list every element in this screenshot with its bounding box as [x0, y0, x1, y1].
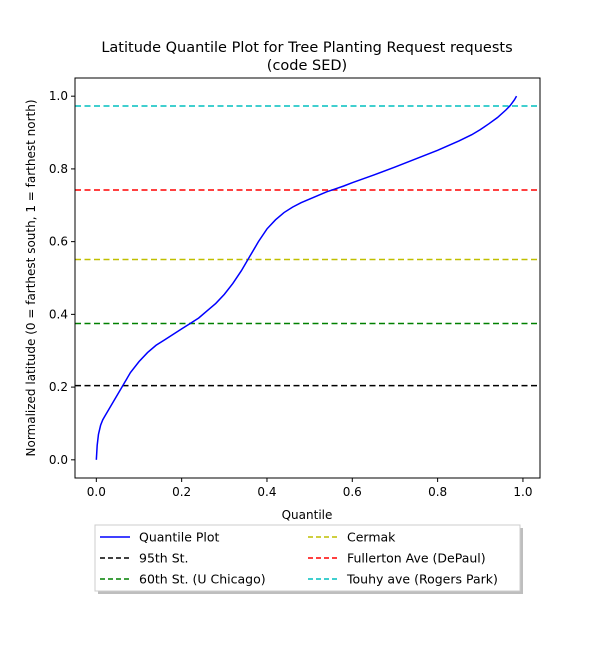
x-tick-label: 0.0: [87, 485, 106, 499]
x-axis-label: Quantile: [282, 508, 333, 522]
y-tick-label: 0.8: [49, 162, 68, 176]
x-tick-label: 0.8: [428, 485, 447, 499]
plot-frame: [74, 77, 541, 479]
chart-subtitle: (code SED): [267, 58, 347, 74]
y-axis: 0.0 0.2 0.4 0.6 0.8 1.0: [49, 89, 75, 467]
y-axis-label: Normalized latitude (0 = farthest south,…: [24, 100, 38, 457]
y-tick-label: 0.6: [49, 235, 68, 249]
y-tick-label: 0.0: [49, 453, 68, 467]
x-tick-label: 0.6: [343, 485, 362, 499]
legend-box: [94, 524, 521, 592]
y-tick-label: 1.0: [49, 89, 68, 103]
legend-label-3: Cermak: [347, 530, 396, 545]
legend-label-2: 60th St. (U Chicago): [139, 572, 266, 587]
legend-label-1: 95th St.: [139, 551, 189, 566]
x-tick-label: 0.2: [172, 485, 191, 499]
legend: Quantile Plot 95th St. 60th St. (U Chicago…: [94, 524, 523, 594]
legend-label-5: Touhy ave (Rogers Park): [346, 572, 498, 587]
x-axis: 0.0 0.2 0.4 0.6 0.8 1.0: [87, 478, 532, 499]
series-lines: [95, 95, 518, 460]
legend-label-0: Quantile Plot: [139, 530, 220, 545]
y-tick-label: 0.2: [49, 380, 68, 394]
reference-lines: [75, 105, 540, 387]
x-tick-label: 0.4: [257, 485, 276, 499]
x-tick-label: 1.0: [513, 485, 532, 499]
legend-items: Quantile Plot 95th St. 60th St. (U Chicago…: [100, 530, 498, 587]
chart-title: Latitude Quantile Plot for Tree Planting…: [101, 40, 512, 56]
y-tick-label: 0.4: [49, 307, 68, 321]
legend-label-4: Fullerton Ave (DePaul): [347, 551, 486, 566]
series-line-0: [95, 95, 518, 460]
